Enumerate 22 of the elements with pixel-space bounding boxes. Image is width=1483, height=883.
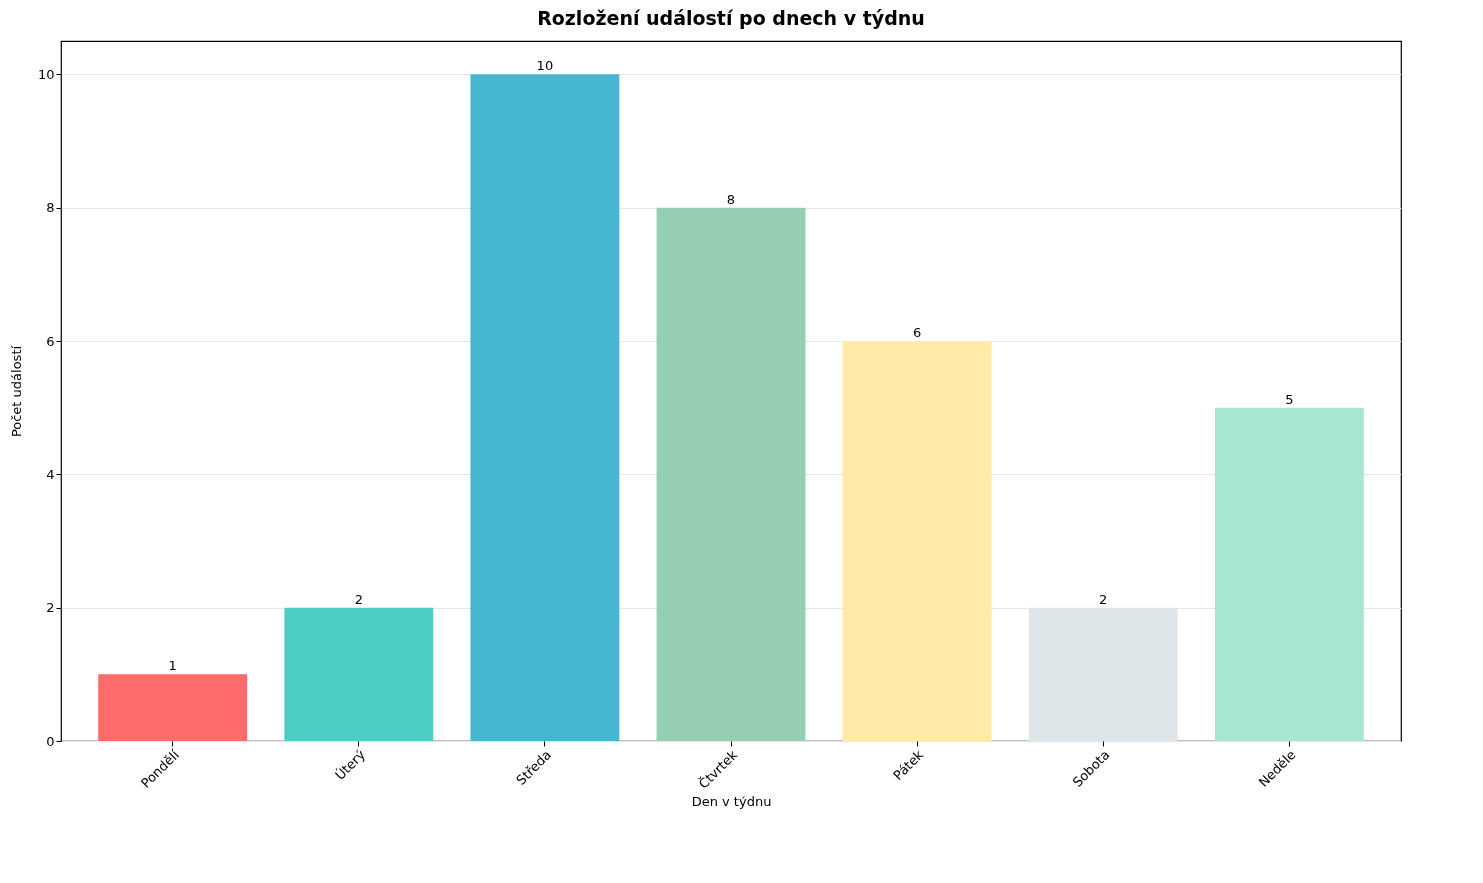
data-label: 2 [354,591,363,607]
y-tick-label: 4 [46,466,55,482]
y-tick-label: 8 [46,200,55,216]
y-tick-label: 6 [46,333,55,349]
bar [1214,407,1364,741]
bar [470,74,620,741]
y-axis-title: Počet událostí [8,345,24,438]
data-label: 1 [168,658,177,674]
data-label: 6 [912,325,922,340]
bar [656,207,806,741]
y-tick-label: 10 [37,66,55,82]
bar [98,674,248,741]
y-tick-label: 0 [46,733,55,749]
data-label: 8 [726,191,736,207]
data-label: 2 [1099,591,1108,607]
data-label: 5 [1285,391,1294,407]
bar [842,341,992,741]
y-tick-label: 2 [46,600,55,616]
x-axis-title: Den v týdnu [691,793,772,809]
data-label: 10 [536,58,554,74]
chart-title: Rozložení událostí po dnech v týdnu [537,7,925,29]
bar [284,607,434,741]
